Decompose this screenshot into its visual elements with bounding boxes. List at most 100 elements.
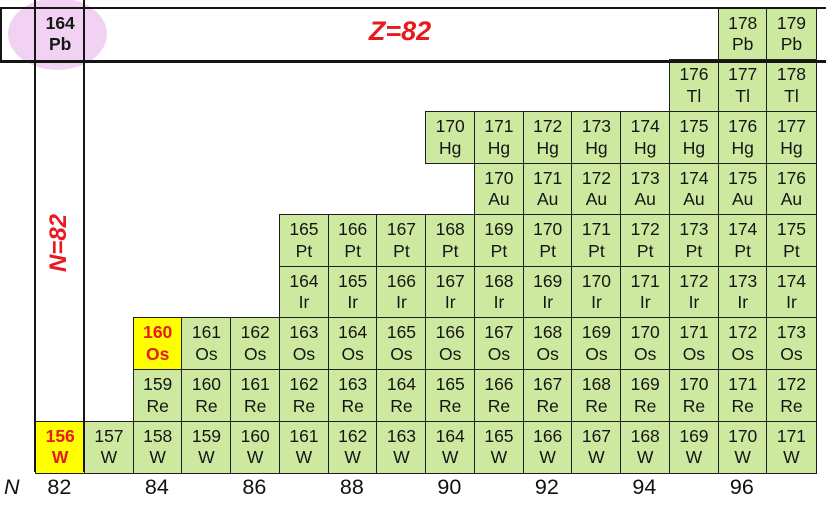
mass-number: 174 bbox=[630, 116, 660, 137]
mass-number: 165 bbox=[484, 425, 514, 446]
element-symbol: Re bbox=[195, 395, 218, 416]
element-symbol: W bbox=[539, 447, 556, 468]
nuclide-cell-171Hg: 171 Hg bbox=[473, 111, 525, 165]
mass-number: 158 bbox=[143, 425, 173, 446]
mass-number: 160 bbox=[143, 322, 173, 343]
mass-number: 171 bbox=[679, 322, 709, 343]
element-symbol: Hg bbox=[439, 137, 462, 158]
element-symbol: Ir bbox=[639, 292, 651, 313]
mass-number: 163 bbox=[338, 374, 368, 395]
mass-number: 175 bbox=[728, 167, 758, 188]
nuclide-cell-171Ir: 171 Ir bbox=[620, 265, 671, 319]
mass-number: 166 bbox=[386, 270, 417, 291]
element-symbol: Pt bbox=[344, 240, 361, 261]
element-symbol: Pt bbox=[783, 240, 800, 261]
element-symbol: Pb bbox=[780, 34, 803, 55]
nuclide-cell-163Os: 163 Os bbox=[278, 317, 330, 371]
element-symbol: Pt bbox=[490, 240, 508, 261]
mass-number: 165 bbox=[289, 219, 319, 240]
element-symbol: W bbox=[295, 447, 313, 468]
nuclide-cell-167Ir: 167 Ir bbox=[425, 265, 476, 319]
element-symbol: Re bbox=[439, 395, 462, 416]
nuclide-cell-165Os: 165 Os bbox=[376, 317, 427, 371]
nuclide-cell-162Os: 162 Os bbox=[230, 317, 281, 371]
axis-tick-92: 92 bbox=[534, 475, 559, 499]
mass-number: 173 bbox=[776, 322, 807, 343]
element-symbol: Os bbox=[487, 343, 511, 364]
nuclide-cell-173Pt: 173 Pt bbox=[668, 214, 720, 268]
nuclide-cell-162W: 162 W bbox=[327, 420, 378, 474]
nuclide-cell-177Tl: 177 Tl bbox=[717, 59, 768, 113]
element-symbol: Ir bbox=[786, 292, 797, 313]
nuclide-cell-172Pt: 172 Pt bbox=[620, 214, 671, 268]
nuclide-cell-169W: 169 W bbox=[668, 420, 720, 474]
mass-number: 161 bbox=[240, 374, 270, 395]
nuclide-cell-172Re: 172 Re bbox=[766, 369, 817, 423]
axis-tick-94: 94 bbox=[632, 475, 657, 499]
n82-column-left-line bbox=[33, 0, 36, 472]
mass-number: 164 bbox=[338, 322, 368, 343]
mass-number: 170 bbox=[484, 167, 514, 188]
mass-number: 170 bbox=[581, 270, 612, 291]
element-symbol: Os bbox=[780, 343, 803, 364]
element-symbol: Hg bbox=[634, 137, 657, 158]
nuclide-cell-176Au: 176 Au bbox=[766, 162, 817, 216]
mass-number: 161 bbox=[289, 425, 319, 446]
mass-number: 165 bbox=[386, 322, 417, 343]
mass-number: 164 bbox=[45, 12, 75, 33]
element-symbol: Re bbox=[731, 395, 754, 416]
nuclide-cell-171Re: 171 Re bbox=[717, 369, 768, 423]
mass-number: 159 bbox=[143, 374, 173, 395]
element-symbol: Re bbox=[244, 395, 267, 416]
element-symbol: Pb bbox=[731, 34, 754, 55]
element-symbol: Re bbox=[780, 395, 803, 416]
nuclide-cell-171Os: 171 Os bbox=[668, 317, 720, 371]
mass-number: 169 bbox=[679, 425, 709, 446]
mass-number: 171 bbox=[728, 374, 758, 395]
nuclide-cell-179Pb: 179 Pb bbox=[766, 7, 817, 61]
element-symbol: Tl bbox=[686, 85, 702, 106]
element-symbol: Os bbox=[341, 343, 364, 364]
nuclide-cell-167Pt: 167 Pt bbox=[376, 214, 427, 268]
mass-number: 170 bbox=[728, 425, 758, 446]
nuclide-cell-178Pb: 178 Pb bbox=[717, 7, 768, 61]
mass-number: 162 bbox=[338, 425, 368, 446]
element-symbol: Re bbox=[487, 395, 511, 416]
mass-number: 171 bbox=[776, 425, 807, 446]
mass-number: 168 bbox=[484, 270, 514, 291]
nuclide-cell-161Re: 161 Re bbox=[230, 369, 281, 423]
element-symbol: Hg bbox=[682, 137, 706, 158]
nuclide-cell-172Au: 172 Au bbox=[571, 162, 622, 216]
nuclide-cell-170W: 170 W bbox=[717, 420, 768, 474]
nuclide-cell-173Hg: 173 Hg bbox=[571, 111, 622, 165]
mass-number: 169 bbox=[484, 219, 514, 240]
nuclide-cell-174Au: 174 Au bbox=[668, 162, 720, 216]
element-symbol: Os bbox=[292, 343, 316, 364]
nuclide-cell-169Ir: 169 Ir bbox=[522, 265, 573, 319]
nuclide-cell-164W: 164 W bbox=[425, 420, 476, 474]
nuclide-cell-175Au: 175 Au bbox=[717, 162, 768, 216]
mass-number: 168 bbox=[581, 374, 612, 395]
mass-number: 167 bbox=[581, 425, 612, 446]
mass-number: 176 bbox=[776, 167, 807, 188]
element-symbol: W bbox=[393, 447, 410, 468]
nuclide-cell-172Ir: 172 Ir bbox=[668, 265, 720, 319]
element-symbol: W bbox=[588, 447, 605, 468]
element-symbol: Os bbox=[439, 343, 462, 364]
element-symbol: Au bbox=[731, 189, 754, 210]
mass-number: 179 bbox=[776, 12, 807, 33]
mass-number: 173 bbox=[679, 219, 709, 240]
nuclide-cell-164Ir: 164 Ir bbox=[278, 265, 330, 319]
mass-number: 164 bbox=[386, 374, 417, 395]
z82-band-bottom-line bbox=[0, 60, 826, 63]
nuclide-cell-170Hg: 170 Hg bbox=[425, 111, 476, 165]
nuclide-cell-163Re: 163 Re bbox=[327, 369, 378, 423]
nuclide-cell-159Re: 159 Re bbox=[132, 369, 183, 423]
element-symbol: Re bbox=[292, 395, 316, 416]
mass-number: 173 bbox=[630, 167, 660, 188]
mass-number: 156 bbox=[45, 425, 75, 446]
element-symbol: Pt bbox=[441, 240, 459, 261]
element-symbol: Hg bbox=[487, 137, 511, 158]
mass-number: 170 bbox=[533, 219, 563, 240]
nuclide-cell-172Hg: 172 Hg bbox=[522, 111, 573, 165]
